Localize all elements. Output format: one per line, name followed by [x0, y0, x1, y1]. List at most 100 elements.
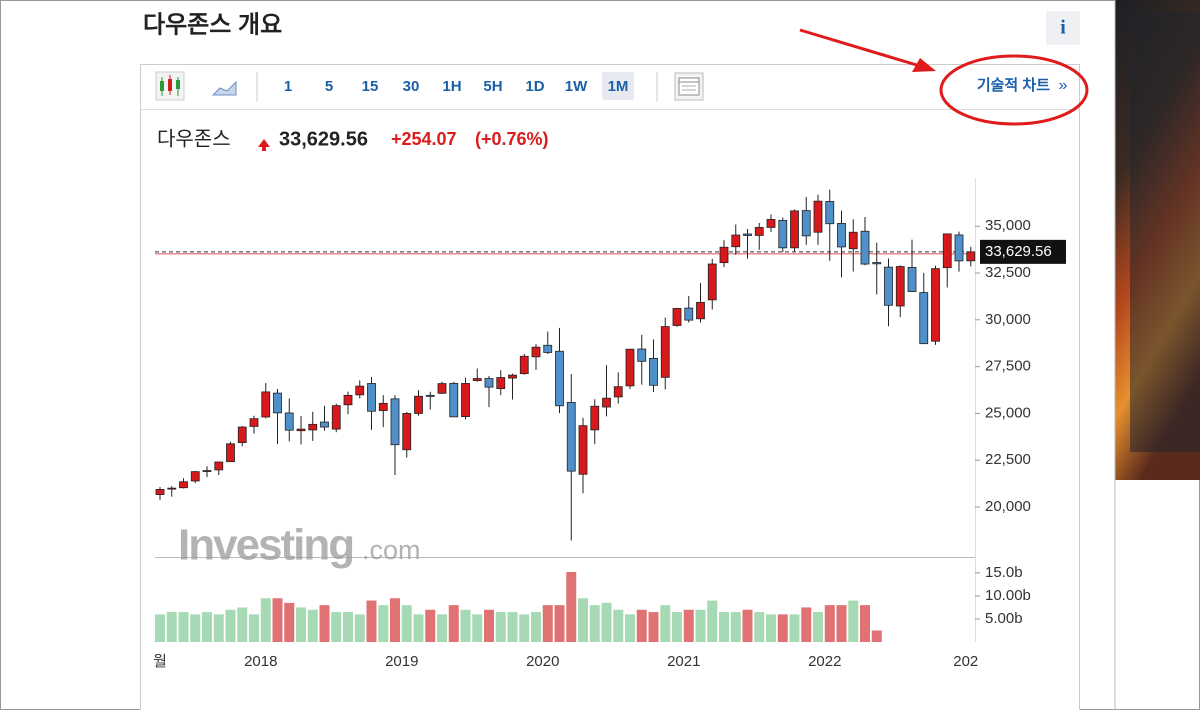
- interval-button[interactable]: 30: [403, 78, 420, 95]
- y-tick-label: 30,000: [985, 311, 1031, 328]
- volume-tick-label: 15.0b: [985, 564, 1023, 581]
- candle-body: [484, 378, 494, 388]
- volume-bar: [742, 609, 753, 642]
- watermark: Investing: [178, 521, 353, 570]
- candle-body: [390, 398, 400, 446]
- watermark-suffix: .com: [362, 535, 421, 565]
- candle-body: [931, 268, 940, 342]
- volume-bar: [225, 609, 236, 642]
- volume-bar: [343, 612, 353, 642]
- candle-body: [179, 481, 188, 489]
- candle-body: [249, 418, 259, 427]
- candle-body: [649, 357, 658, 386]
- candle-body: [684, 307, 694, 321]
- volume-bar: [460, 609, 471, 642]
- y-tick-label: 20,000: [985, 498, 1031, 515]
- volume-bar: [589, 605, 600, 642]
- candle-body: [414, 395, 423, 414]
- active-interval: [602, 72, 634, 100]
- volume-bar: [213, 614, 224, 642]
- volume-bar: [566, 571, 577, 642]
- quote-change: +254.07: [391, 129, 457, 149]
- volume-bar: [636, 609, 647, 642]
- volume-bar: [507, 612, 518, 642]
- candle-body: [790, 210, 799, 249]
- link-arrow[interactable]: »: [1059, 77, 1068, 94]
- volume-tick-label: 10.00b: [985, 587, 1031, 604]
- volume-bar: [237, 607, 248, 642]
- candle-body: [954, 234, 964, 262]
- candle-body: [261, 391, 271, 418]
- interval-button[interactable]: 1D: [525, 78, 544, 95]
- interval-button[interactable]: 1W: [565, 78, 588, 95]
- candle-body: [942, 233, 952, 269]
- y-tick-label: 32,500: [985, 264, 1031, 281]
- volume-bar: [472, 614, 483, 642]
- volume-bar: [836, 605, 847, 642]
- candle-body: [273, 392, 282, 414]
- interval-button[interactable]: 1H: [442, 78, 461, 95]
- volume-bar: [366, 600, 377, 642]
- candle-body: [696, 301, 705, 320]
- volume-bar: [871, 630, 882, 642]
- volume-bar: [719, 612, 729, 642]
- candle-body: [895, 266, 905, 307]
- volume-bar: [296, 607, 306, 642]
- volume-bar: [378, 605, 389, 642]
- volume-bar: [554, 605, 565, 642]
- table-icon[interactable]: [674, 72, 704, 101]
- candle-body: [860, 230, 870, 265]
- candle-body: [966, 251, 976, 262]
- info-icon[interactable]: i: [1060, 17, 1066, 39]
- interval-button[interactable]: 1M: [608, 78, 629, 95]
- candle-icon[interactable]: [155, 71, 185, 101]
- candle-body: [801, 210, 811, 237]
- interval-button[interactable]: 5: [325, 78, 333, 95]
- volume-bar: [155, 614, 165, 642]
- volume-bar: [777, 614, 788, 642]
- volume-bar: [519, 614, 530, 642]
- candle-body: [425, 394, 435, 397]
- volume-bar: [860, 605, 870, 642]
- candle-body: [320, 421, 329, 428]
- candle-body: [602, 397, 611, 408]
- y-tick-label: 27,500: [985, 358, 1031, 375]
- candle-body: [308, 423, 318, 431]
- candle-body: [813, 200, 823, 233]
- candle-body: [355, 385, 365, 396]
- candle-body: [214, 461, 224, 471]
- candle-body: [531, 346, 541, 358]
- volume-bar: [813, 612, 823, 642]
- candle-body: [237, 426, 247, 443]
- page-title: 다우존스 개요: [143, 11, 282, 38]
- candle-body: [660, 326, 670, 378]
- candle-body: [331, 405, 341, 430]
- volume-bar: [754, 612, 765, 642]
- price-tag: [980, 239, 1066, 264]
- x-tick-label: 202: [953, 653, 978, 670]
- volume-bar: [307, 609, 318, 642]
- volume-bar: [824, 605, 835, 642]
- interval-button[interactable]: 5H: [483, 78, 502, 95]
- candle-body: [672, 308, 682, 326]
- volume-bar: [319, 605, 330, 642]
- volume-tick-label: 5.00b: [985, 610, 1023, 627]
- volume-bar: [707, 600, 718, 642]
- interval-button[interactable]: 1: [284, 78, 292, 95]
- volume-bar: [848, 600, 859, 642]
- volume-bar: [730, 612, 741, 642]
- candle-body: [167, 487, 177, 490]
- interval-button[interactable]: 15: [362, 78, 379, 95]
- quote-price: 33,629.56: [279, 128, 368, 150]
- up-arrow: [258, 139, 270, 151]
- candle-body: [884, 266, 893, 306]
- volume-bar: [401, 605, 412, 642]
- candle-body: [190, 471, 200, 482]
- info-button[interactable]: [1046, 11, 1080, 45]
- candle-body: [837, 222, 846, 248]
- technical-chart-link[interactable]: 기술적 차트: [977, 76, 1050, 94]
- volume-bar: [190, 614, 201, 642]
- candle-body: [437, 383, 447, 394]
- area-icon[interactable]: [211, 80, 237, 96]
- volume-bar: [766, 614, 776, 642]
